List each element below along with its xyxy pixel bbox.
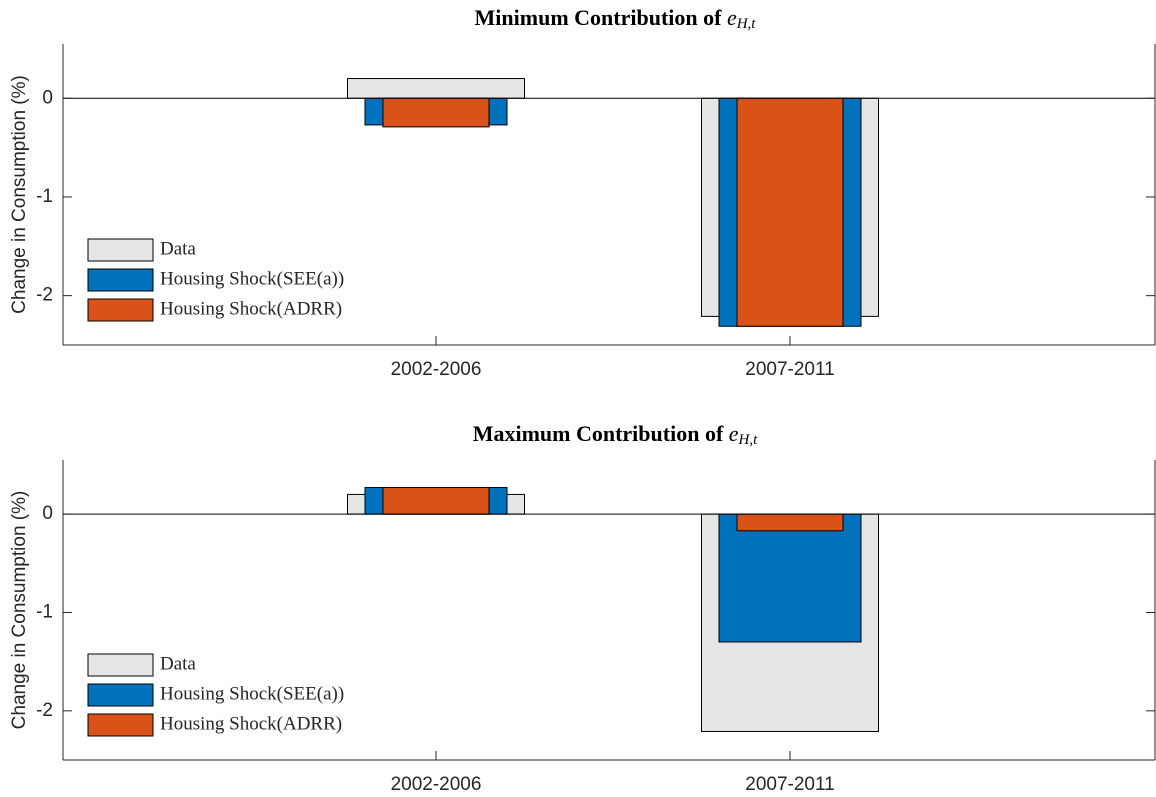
y-tick-label: -2 xyxy=(36,700,53,721)
legend-label: Housing Shock(SEE(a)) xyxy=(160,268,344,289)
bar xyxy=(718,513,862,643)
y-axis-label: Change in Consumption (%) xyxy=(9,75,30,314)
legend-label: Housing Shock(ADRR) xyxy=(160,713,342,734)
bar xyxy=(347,78,525,99)
x-tick-label: 2002-2006 xyxy=(391,359,482,380)
bar xyxy=(736,97,844,327)
title-subscript: H,t xyxy=(738,432,759,448)
chart-title: Minimum Contribution of eH,t xyxy=(475,5,757,32)
y-tick-label: -1 xyxy=(36,601,53,622)
bar xyxy=(382,97,490,128)
x-tick-label: 2007-2011 xyxy=(745,359,834,380)
y-tick-label: -1 xyxy=(36,186,53,207)
legend-swatch xyxy=(87,683,154,707)
y-tick-label: -2 xyxy=(36,285,53,306)
x-tick-label: 2007-2011 xyxy=(745,774,834,795)
y-axis-label: Change in Consumption (%) xyxy=(9,491,30,730)
title-subscript: H,t xyxy=(736,16,757,32)
x-tick-label: 2002-2006 xyxy=(391,774,482,795)
bar xyxy=(736,513,844,532)
legend-label: Housing Shock(ADRR) xyxy=(160,298,342,319)
legend-swatch xyxy=(87,268,154,292)
y-tick-label: 0 xyxy=(42,87,53,108)
legend-swatch xyxy=(87,238,154,262)
legend-swatch xyxy=(87,653,154,677)
title-symbol: e xyxy=(727,5,737,30)
chart-title: Maximum Contribution of eH,t xyxy=(473,421,758,448)
title-symbol: e xyxy=(729,421,739,446)
legend-swatch xyxy=(87,713,154,737)
y-tick-label: 0 xyxy=(42,503,53,524)
title-text: Maximum Contribution of xyxy=(473,421,729,446)
bar xyxy=(382,487,490,515)
legend-swatch xyxy=(87,298,154,322)
legend-label: Housing Shock(SEE(a)) xyxy=(160,683,344,704)
title-text: Minimum Contribution of xyxy=(475,5,727,30)
legend-label: Data xyxy=(160,653,196,674)
legend-label: Data xyxy=(160,238,196,259)
